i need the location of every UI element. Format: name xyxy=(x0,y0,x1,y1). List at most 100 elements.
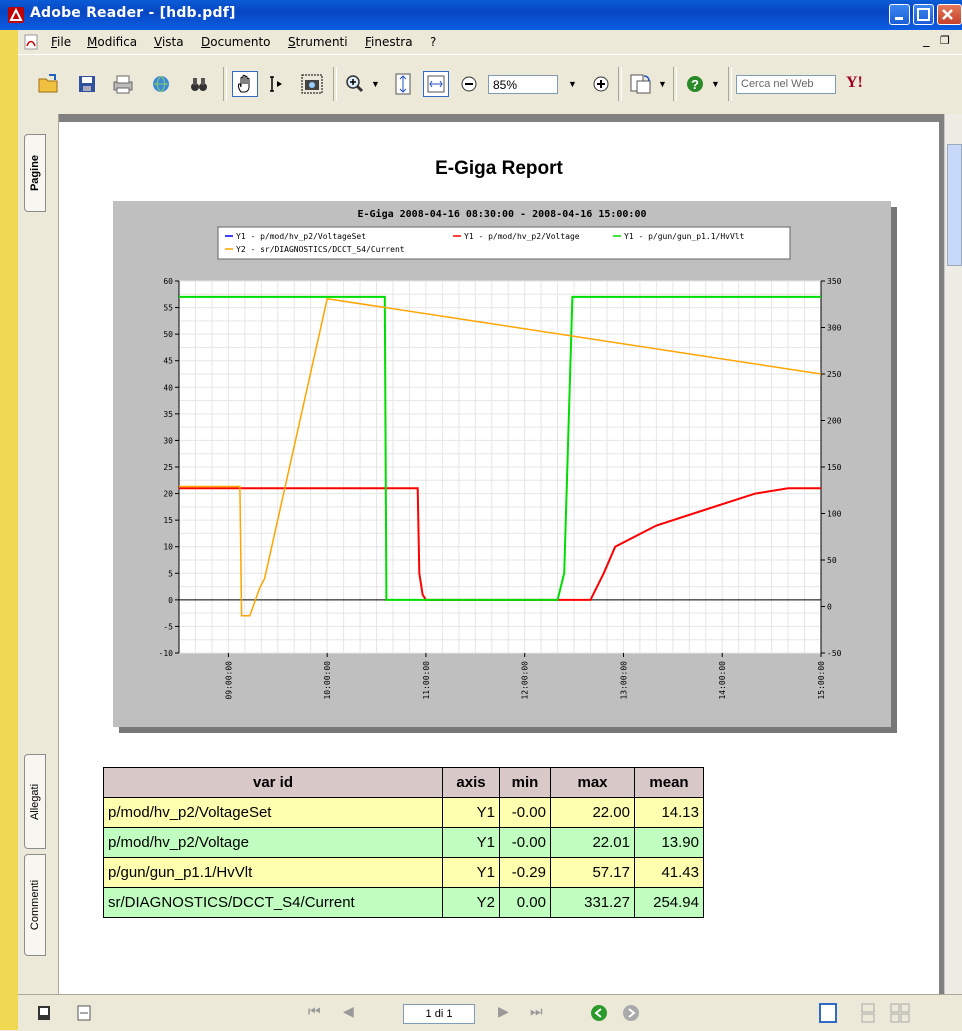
help-icon: ? xyxy=(687,76,703,92)
document-viewport[interactable]: E-Giga Report E-Giga 2008-04-16 08:30:00… xyxy=(59,114,944,994)
print-button[interactable] xyxy=(110,71,136,97)
title-bar[interactable]: Adobe Reader - [hdb.pdf] xyxy=(0,0,962,30)
actual-size-button[interactable] xyxy=(390,71,416,97)
close-icon xyxy=(942,9,953,20)
email-button[interactable] xyxy=(148,71,174,97)
legend-entry: Y1 - p/mod/hv_p2/Voltage xyxy=(464,232,580,241)
minimize-icon xyxy=(895,17,903,20)
hand-tool-button[interactable] xyxy=(232,71,258,97)
y1-tick-label: 40 xyxy=(163,383,173,392)
chart-title: E-Giga 2008-04-16 08:30:00 - 2008-04-16 … xyxy=(358,208,647,220)
cell-min: 0.00 xyxy=(499,887,551,918)
forward-view-icon[interactable] xyxy=(622,1004,640,1022)
y1-tick-label: 0 xyxy=(168,596,173,605)
y1-tick-label: 55 xyxy=(163,304,173,313)
rotate-pages-icon xyxy=(630,74,651,94)
help-button[interactable]: ? xyxy=(682,71,708,97)
menu-file[interactable]: File xyxy=(51,35,72,49)
legend-box xyxy=(217,226,791,260)
menu-finestra[interactable]: Finestra xyxy=(365,35,413,49)
cell-mean: 41.43 xyxy=(634,857,704,888)
zoom-input[interactable]: 85% xyxy=(488,75,558,94)
toolbar: ▼ 85% ▼ ▼ ? ▼ Cerca nel Web Y! xyxy=(18,54,962,116)
save-icon xyxy=(79,76,95,92)
cell-var-id: sr/DIAGNOSTICS/DCCT_S4/Current xyxy=(103,887,443,918)
legend-entry: Y2 - sr/DIAGNOSTICS/DCCT_S4/Current xyxy=(236,245,405,254)
y2-tick-label: 0 xyxy=(827,603,832,612)
rotate-view-button[interactable] xyxy=(628,71,654,97)
scrollbar-thumb[interactable] xyxy=(947,144,962,266)
y1-tick-label: -10 xyxy=(159,649,174,658)
cell-mean: 254.94 xyxy=(634,887,704,918)
tab-attachments[interactable]: Allegati xyxy=(24,754,46,849)
menu-vista[interactable]: Vista xyxy=(154,35,184,49)
page-layout-icon[interactable] xyxy=(76,1005,92,1021)
y1-tick-label: 50 xyxy=(163,330,173,339)
open-button[interactable] xyxy=(36,71,62,97)
help-dropdown-icon[interactable]: ▼ xyxy=(711,79,720,89)
y1-tick-label: 5 xyxy=(168,569,173,578)
back-view-icon[interactable] xyxy=(590,1004,608,1022)
status-bar: ⏮ ◀ 1 di 1 ▶ ⏭ xyxy=(18,994,962,1031)
web-search-input[interactable]: Cerca nel Web xyxy=(736,75,836,94)
doc-restore-button[interactable]: ❐ xyxy=(940,34,950,47)
svg-text:?: ? xyxy=(691,77,699,92)
tab-pages[interactable]: Pagine xyxy=(24,134,46,212)
single-page-mode-icon[interactable] xyxy=(818,1003,838,1023)
facing-mode-icon[interactable] xyxy=(890,1003,910,1023)
tab-comments[interactable]: Commenti xyxy=(24,854,46,956)
header-mean: mean xyxy=(634,767,704,798)
y1-tick-label: 15 xyxy=(163,516,173,525)
y2-tick-label: -50 xyxy=(827,649,842,658)
snapshot-button[interactable] xyxy=(299,71,325,97)
zoom-in-tool-button[interactable] xyxy=(343,71,369,97)
select-text-button[interactable] xyxy=(264,71,290,97)
report-title: E-Giga Report xyxy=(435,158,563,179)
x-tick-label: 15:00:00 xyxy=(817,661,826,700)
yahoo-logo-icon[interactable]: Y! xyxy=(846,74,863,91)
x-tick-label: 14:00:00 xyxy=(718,661,727,700)
cell-axis: Y1 xyxy=(442,797,500,828)
actual-size-icon xyxy=(395,73,411,95)
zoom-dropdown-icon[interactable]: ▼ xyxy=(568,79,577,89)
series-line xyxy=(179,295,821,601)
previous-page-icon[interactable]: ◀ xyxy=(343,1003,354,1019)
find-button[interactable] xyxy=(186,71,212,97)
menu-bar: File Modifica Vista Documento Strumenti … xyxy=(18,30,962,54)
chart-frame: E-Giga 2008-04-16 08:30:00 - 2008-04-16 … xyxy=(113,201,891,727)
minimize-button[interactable] xyxy=(889,4,910,25)
last-page-icon[interactable]: ⏭ xyxy=(530,1003,543,1019)
page-number-input[interactable]: 1 di 1 xyxy=(403,1004,475,1024)
y1-tick-label: 45 xyxy=(163,357,173,366)
y2-tick-label: 350 xyxy=(827,277,842,286)
menu-strumenti[interactable]: Strumenti xyxy=(288,35,348,49)
doc-minimize-button[interactable]: _ xyxy=(923,33,930,48)
open-folder-icon xyxy=(38,74,58,93)
first-page-icon[interactable]: ⏮ xyxy=(308,1003,321,1019)
header-max: max xyxy=(550,767,635,798)
close-button[interactable] xyxy=(937,4,962,25)
minus-circle-icon xyxy=(461,76,477,92)
menu-documento[interactable]: Documento xyxy=(201,35,271,49)
save-button[interactable] xyxy=(74,71,100,97)
maximize-button[interactable] xyxy=(913,4,934,25)
vertical-scrollbar[interactable] xyxy=(944,114,962,994)
continuous-mode-icon[interactable] xyxy=(858,1003,878,1023)
single-page-view-icon[interactable] xyxy=(36,1005,52,1021)
plus-circle-icon xyxy=(593,76,609,92)
cell-max: 331.27 xyxy=(550,887,635,918)
table-row: p/gun/gun_p1.1/HvVlt Y1 -0.29 57.17 41.4… xyxy=(103,857,704,888)
menu-help[interactable]: ? xyxy=(430,35,437,49)
rotate-dropdown-icon[interactable]: ▼ xyxy=(658,79,667,89)
series-line xyxy=(179,487,821,601)
y2-tick-label: 300 xyxy=(827,324,842,333)
cell-min: -0.29 xyxy=(499,857,551,888)
chevron-down-icon[interactable]: ▼ xyxy=(371,79,380,89)
menu-modifica[interactable]: Modifica xyxy=(87,35,138,49)
cell-mean: 13.90 xyxy=(634,827,704,858)
zoom-in-button[interactable] xyxy=(588,71,614,97)
header-axis: axis xyxy=(442,767,500,798)
next-page-icon[interactable]: ▶ xyxy=(498,1003,509,1019)
zoom-out-button[interactable] xyxy=(456,71,482,97)
fit-width-button[interactable] xyxy=(423,71,449,97)
